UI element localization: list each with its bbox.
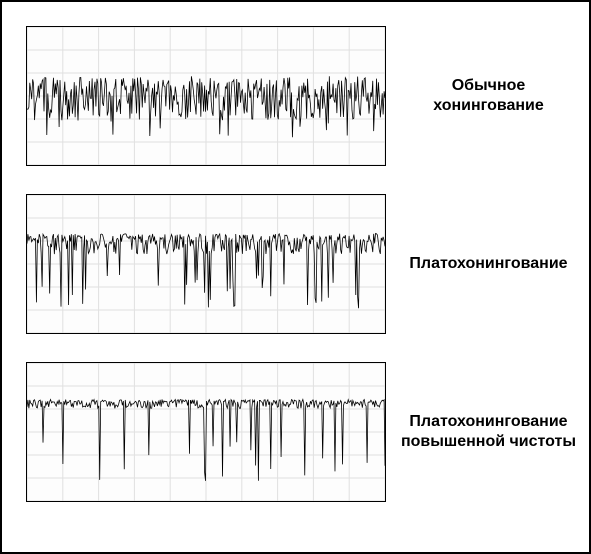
- figure-container: Обычноехонингование Платохонингование Пл…: [2, 2, 589, 526]
- chart-normal: [26, 26, 386, 166]
- chart-plateau-svg: [27, 195, 385, 333]
- chart-fine-plateau-svg: [27, 363, 385, 501]
- label-fine-plateau: Платохонингованиеповышенной чистоты: [386, 412, 577, 452]
- panel-fine-plateau: Платохонингованиеповышенной чистоты: [26, 362, 577, 502]
- chart-fine-plateau: [26, 362, 386, 502]
- label-plateau: Платохонингование: [386, 254, 577, 274]
- label-normal: Обычноехонингование: [386, 76, 577, 116]
- panel-normal: Обычноехонингование: [26, 26, 577, 166]
- chart-plateau: [26, 194, 386, 334]
- chart-normal-svg: [27, 27, 385, 165]
- panel-plateau: Платохонингование: [26, 194, 577, 334]
